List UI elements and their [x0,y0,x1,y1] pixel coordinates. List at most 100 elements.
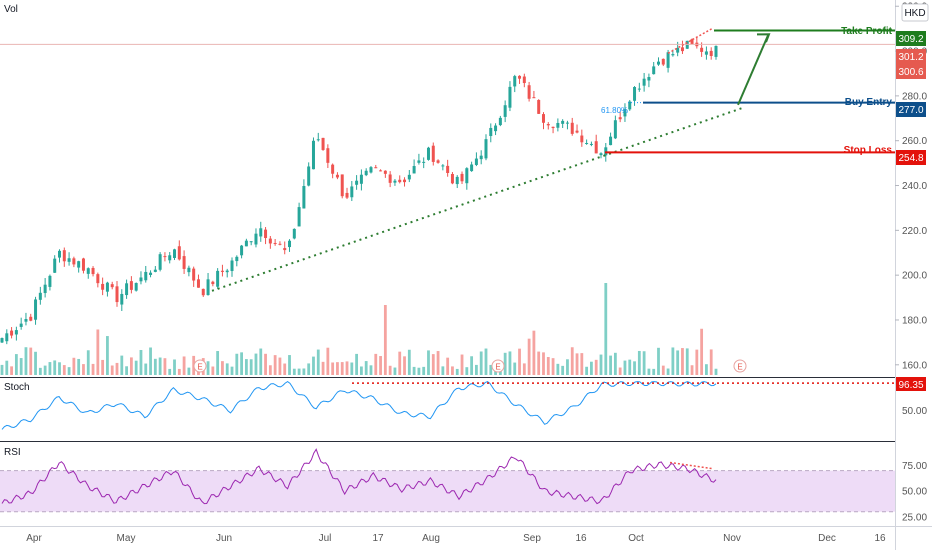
volume-bar [676,350,680,375]
upper-price-tag-1[interactable]: 301.2 [896,49,926,64]
volume-bar [604,283,608,375]
candle-body [283,248,287,251]
candle-body [599,153,603,156]
candle-body [216,270,220,287]
candle [446,159,450,177]
volume-bar [666,368,670,375]
candle [240,244,244,259]
candle-body [10,330,14,336]
candle-body [72,258,76,265]
candle [192,266,196,287]
candle-body [690,39,694,45]
candle [494,123,498,136]
price-axis-tick-label: 160.0 [902,360,927,371]
candle [690,38,694,45]
candle-body [249,241,253,243]
candle-body [67,258,71,262]
candle-body [91,267,95,275]
candle-body [340,174,344,197]
volume-bar [326,347,330,375]
candle [259,221,263,242]
candle-body [244,240,248,247]
candle-body [182,256,186,269]
stop-loss-tag[interactable]: 254.8 [896,150,926,165]
candle-body [139,277,143,282]
rsi-band [0,470,895,512]
volume-bar [34,351,37,375]
earnings-marker-label: E [197,363,202,372]
volume-bar [575,353,579,375]
candle-body [201,288,205,296]
volume-bar [427,350,430,375]
volume-bar [431,354,435,375]
volume-bar [312,356,315,375]
candle-body [431,145,435,162]
currency-badge[interactable] [901,3,929,22]
candle [513,74,517,93]
candle [19,317,23,330]
candle [5,329,9,345]
volume-bar [53,360,57,375]
candle-body [129,281,133,290]
candle-body [541,114,545,123]
volume-bar [144,363,148,375]
candle [48,274,52,291]
candle [422,157,426,169]
candle-body [192,268,196,281]
candle-body [589,143,593,145]
earnings-marker-label: E [495,363,500,372]
candle-body [58,250,62,258]
volume-bar [484,348,488,375]
candle-body [446,165,450,173]
volume-bar [221,361,224,375]
candle-body [417,160,421,163]
candle-body [105,282,109,292]
candle [436,159,440,164]
candle-body [230,260,234,272]
candle-body [676,47,680,53]
candle [642,72,646,92]
stoch-value-tag[interactable]: 96.35 [896,377,926,391]
buy-entry-tag[interactable]: 277.0 [896,102,926,117]
candle-body [24,319,28,322]
volume-bar [187,367,191,375]
candle [714,45,718,60]
candle [369,166,373,174]
projection-arrow [737,34,769,106]
volume-bar [489,364,493,375]
rsi-axis-tick-label: 75.00 [902,461,927,472]
candle [77,260,81,273]
candle-body [412,166,416,174]
volume-bar [307,363,311,375]
candle-body [556,122,560,128]
candle-body [14,330,18,335]
upper-price-tag-2[interactable]: 300.6 [896,64,926,79]
volume-label: Vol [4,4,18,15]
volume-bar [120,355,124,375]
candle-body [613,120,617,139]
candle-body [656,61,660,65]
volume-bar [436,351,440,375]
volume-bar [556,363,560,375]
volume-bar [599,354,603,375]
take-profit-tag[interactable]: 309.2 [896,31,926,46]
upper-price-value-1: 301.2 [898,52,923,63]
support-trendline [211,106,746,292]
candle-body [288,240,292,248]
volume-bar [48,362,52,375]
candle [450,172,454,185]
candle [120,289,124,312]
candle-body [364,170,368,176]
candle-body [704,51,708,55]
candle-body [81,258,85,271]
candle [359,169,363,191]
volume-bar [446,357,450,375]
volume-bar [225,363,229,375]
candle [125,279,129,299]
volume-bar [537,351,541,375]
candle [508,81,512,112]
volume-bar [182,356,186,375]
volume-bar [470,356,474,375]
candle [680,40,684,54]
